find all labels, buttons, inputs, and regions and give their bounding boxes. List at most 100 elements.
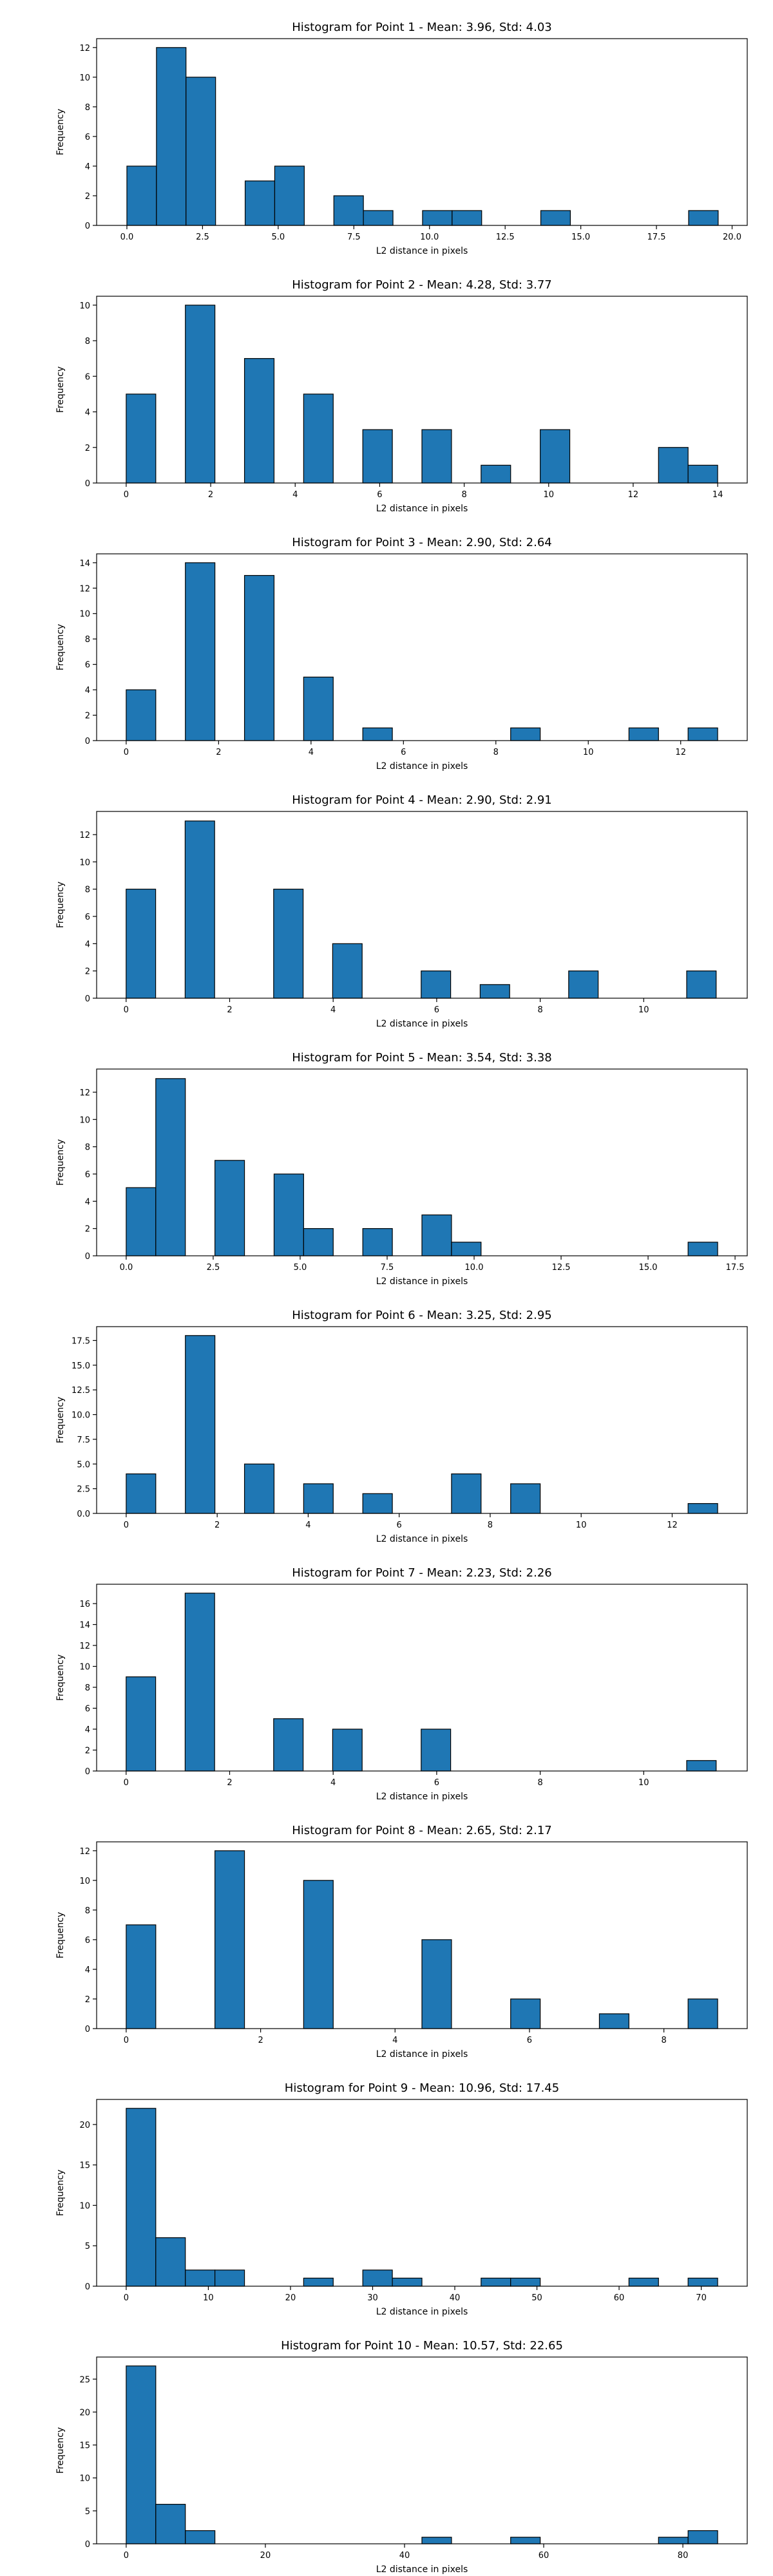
- histogram-bar: [362, 1228, 393, 1256]
- x-tick-label: 50: [531, 2293, 542, 2303]
- x-tick-label: 0: [124, 490, 129, 500]
- histogram-bar: [421, 1214, 452, 1256]
- x-tick-label: 4: [292, 490, 298, 500]
- x-axis-label: L2 distance in pixels: [376, 1019, 468, 1029]
- y-tick-label: 16: [79, 1600, 90, 1609]
- histogram-bar: [273, 1718, 304, 1772]
- x-tick-label: 2: [208, 490, 213, 500]
- x-tick-label: 10: [576, 1520, 587, 1530]
- chart-title: Histogram for Point 1 - Mean: 3.96, Std:…: [292, 21, 552, 34]
- histogram-bar: [244, 180, 276, 226]
- x-tick-label: 2: [227, 1778, 232, 1788]
- x-tick-label: 2: [215, 1520, 220, 1530]
- histogram-bar: [184, 820, 215, 999]
- x-tick-label: 2: [216, 748, 221, 757]
- x-tick-label: 8: [661, 2036, 666, 2045]
- histogram-bar: [185, 562, 216, 741]
- axes-frame: [96, 296, 748, 484]
- x-axis-label: L2 distance in pixels: [376, 2049, 468, 2060]
- x-axis-label: L2 distance in pixels: [376, 504, 468, 514]
- x-tick-label: 10.0: [465, 1263, 484, 1273]
- y-tick-label: 2: [85, 1995, 90, 2005]
- histogram-bar: [243, 358, 275, 484]
- x-tick-label: 10: [543, 490, 554, 500]
- y-tick-label: 2: [85, 1747, 90, 1756]
- x-tick-label: 12: [667, 1520, 678, 1530]
- bars-group: [126, 562, 718, 741]
- bars-group: [126, 2108, 718, 2287]
- y-tick-label: 6: [85, 1705, 90, 1714]
- x-tick-label: 8: [461, 490, 466, 500]
- y-axis-label: Frequency: [55, 624, 66, 670]
- histogram-bar: [243, 1463, 275, 1514]
- histogram-chart-9: Histogram for Point 9 - Mean: 10.96, Std…: [55, 2081, 748, 2317]
- y-axis-label: Frequency: [55, 109, 66, 155]
- x-tick-label: 70: [696, 2293, 707, 2303]
- histogram-bar: [215, 2269, 245, 2287]
- x-tick-label: 2: [258, 2036, 263, 2045]
- histogram-bar: [687, 1242, 718, 1256]
- x-tick-label: 6: [377, 490, 382, 500]
- y-tick-label: 4: [85, 940, 90, 949]
- y-tick-label: 10: [79, 301, 90, 311]
- y-tick-label: 0: [85, 994, 90, 1004]
- y-tick-label: 12: [79, 584, 90, 594]
- histogram-bar: [185, 1335, 216, 1514]
- y-tick-label: 0: [85, 222, 90, 231]
- y-axis-label: Frequency: [55, 366, 66, 413]
- histogram-bar: [332, 943, 363, 999]
- x-tick-label: 4: [305, 1520, 310, 1530]
- y-tick-label: 0: [85, 737, 90, 746]
- histogram-bar: [273, 889, 304, 999]
- x-tick-label: 12.5: [552, 1263, 571, 1273]
- chart-title: Histogram for Point 4 - Mean: 2.90, Std:…: [292, 793, 552, 807]
- y-axis-label: Frequency: [55, 882, 66, 928]
- x-tick-label: 80: [678, 2551, 689, 2561]
- bars-group: [126, 1335, 718, 1514]
- axes-frame: [96, 2356, 748, 2544]
- x-tick-label: 60: [614, 2293, 625, 2303]
- y-tick-label: 17.5: [72, 1336, 90, 1346]
- histogram-bar: [126, 689, 157, 741]
- y-tick-label: 5: [85, 2242, 90, 2251]
- y-tick-label: 4: [85, 1197, 90, 1207]
- histogram-bar: [362, 727, 393, 741]
- histogram-bar: [126, 1187, 157, 1256]
- x-tick-label: 0: [124, 1005, 129, 1015]
- y-tick-label: 6: [85, 372, 90, 382]
- histogram-bar: [687, 2530, 718, 2544]
- chart-title: Histogram for Point 9 - Mean: 10.96, Std…: [285, 2081, 559, 2095]
- histogram-bar: [510, 1998, 541, 2029]
- x-tick-label: 5.0: [272, 232, 285, 242]
- bars-group: [126, 2365, 718, 2544]
- bars-group: [126, 1850, 718, 2029]
- x-tick-label: 10: [583, 748, 594, 757]
- histogram-bar: [303, 1228, 334, 1256]
- histogram-bar: [303, 676, 334, 741]
- histogram-bar: [126, 889, 157, 999]
- axes-frame: [96, 2099, 748, 2287]
- x-tick-label: 2: [227, 1005, 232, 1015]
- histogram-bar: [185, 2530, 216, 2544]
- histogram-bar: [126, 1473, 157, 1514]
- x-tick-label: 15.0: [639, 1263, 658, 1273]
- chart-title: Histogram for Point 8 - Mean: 2.65, Std:…: [292, 1824, 552, 1837]
- y-tick-label: 4: [85, 686, 90, 696]
- y-axis-label: Frequency: [55, 1912, 66, 1958]
- histogram-bar: [126, 1676, 157, 1772]
- chart-title: Histogram for Point 5 - Mean: 3.54, Std:…: [292, 1051, 552, 1065]
- y-tick-label: 6: [85, 1170, 90, 1180]
- y-axis-label: Frequency: [55, 2170, 66, 2216]
- histogram-bar: [362, 2269, 393, 2287]
- histogram-bar: [452, 210, 482, 226]
- x-tick-label: 5.0: [294, 1263, 307, 1273]
- histogram-bar: [568, 971, 599, 999]
- histogram-bar: [215, 1160, 245, 1256]
- y-tick-label: 8: [85, 1683, 90, 1693]
- x-tick-label: 12.5: [496, 232, 515, 242]
- x-tick-label: 0.0: [120, 1263, 133, 1273]
- histogram-bar: [540, 429, 571, 484]
- histogram-bar: [155, 2237, 186, 2287]
- x-tick-label: 7.5: [347, 232, 361, 242]
